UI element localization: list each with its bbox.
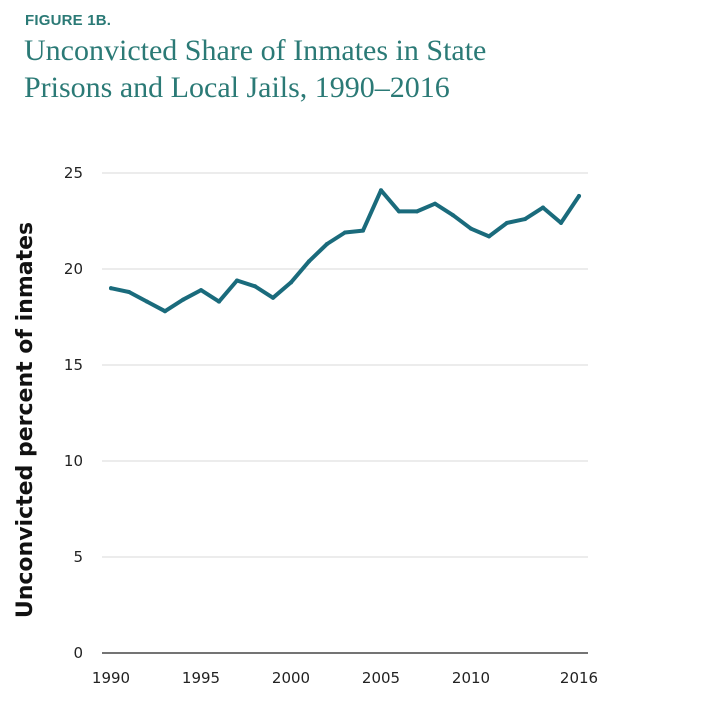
gridlines — [102, 172, 588, 558]
y-tick-label: 5 — [73, 548, 83, 566]
data-point-1990 — [109, 286, 113, 291]
data-point-1991 — [127, 290, 131, 295]
chart-title-line-2: Prisons and Local Jails, 1990–2016 — [24, 71, 450, 104]
y-tick-label: 10 — [64, 452, 83, 470]
data-point-2016 — [577, 194, 581, 199]
data-point-1997 — [235, 278, 239, 283]
x-tick-label: 1995 — [182, 669, 220, 687]
data-point-1993 — [163, 309, 167, 314]
y-tick-label: 20 — [64, 260, 83, 278]
data-point-2005 — [379, 188, 383, 193]
data-point-1999 — [271, 295, 275, 300]
data-point-2015 — [559, 220, 563, 225]
data-point-1994 — [181, 297, 185, 302]
x-tick-label: 2000 — [272, 669, 310, 687]
data-point-2012 — [505, 220, 509, 225]
figure-label: FIGURE 1B. — [25, 12, 112, 29]
data-point-2011 — [487, 234, 491, 239]
data-point-2009 — [451, 213, 455, 218]
data-point-2003 — [343, 230, 347, 235]
data-point-2010 — [469, 226, 473, 231]
data-point-1996 — [217, 299, 221, 304]
data-point-2006 — [397, 209, 401, 214]
data-point-2014 — [541, 205, 545, 210]
data-point-2002 — [325, 242, 329, 247]
chart-title: Unconvicted Share of Inmates in State Pr… — [24, 32, 644, 106]
chart-title-line-1: Unconvicted Share of Inmates in State — [24, 34, 487, 67]
data-point-2008 — [433, 201, 437, 206]
x-tick-label: 2016 — [560, 669, 598, 687]
x-axis-ticks: 1990 1995 2000 2005 2010 2016 — [92, 669, 598, 687]
data-point-1998 — [253, 284, 257, 289]
y-axis-ticks: 0 5 10 15 20 25 — [64, 164, 83, 662]
data-point-2000 — [289, 280, 293, 285]
y-axis-label: Unconvicted percent of inmates — [13, 222, 38, 618]
data-point-2001 — [307, 259, 311, 264]
y-tick-label: 0 — [73, 644, 83, 662]
y-tick-label: 25 — [64, 164, 83, 182]
x-tick-label: 2010 — [452, 669, 490, 687]
data-point-1995 — [199, 288, 203, 293]
x-tick-label: 2005 — [362, 669, 400, 687]
data-point-2007 — [415, 209, 419, 214]
y-tick-label: 15 — [64, 356, 83, 374]
data-point-2004 — [361, 228, 365, 233]
data-points — [109, 188, 581, 314]
x-tick-label: 1990 — [92, 669, 130, 687]
series-line — [109, 188, 581, 314]
data-point-2013 — [523, 217, 527, 222]
data-point-1992 — [145, 299, 149, 304]
